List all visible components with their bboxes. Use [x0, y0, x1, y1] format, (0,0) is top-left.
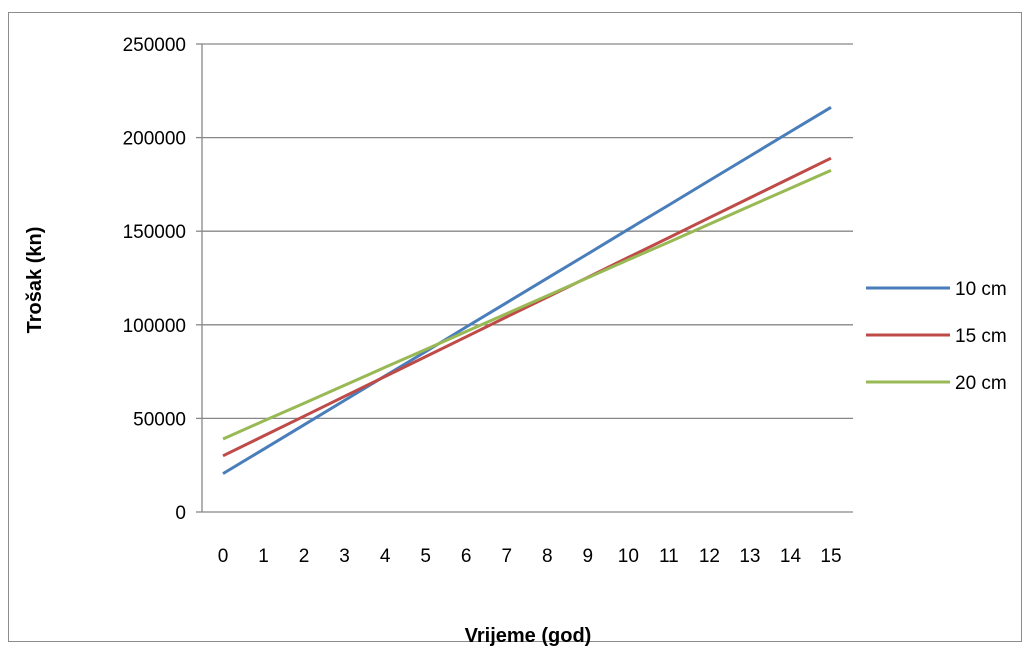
y-tick-label: 150000 — [123, 222, 186, 243]
x-tick-label: 3 — [339, 546, 350, 567]
x-tick-label: 15 — [820, 546, 841, 567]
y-tick-label: 0 — [175, 503, 186, 524]
legend-label: 10 cm — [955, 279, 1007, 300]
chart-frame — [8, 12, 1022, 642]
x-tick-label: 10 — [618, 546, 639, 567]
y-axis: 0 50000 100000 150000 200000 250000 — [123, 35, 203, 524]
y-tick-label: 250000 — [123, 35, 186, 56]
y-tick-label: 50000 — [133, 409, 186, 430]
x-tick-label: 4 — [380, 546, 391, 567]
x-tick-label: 8 — [542, 546, 553, 567]
legend: 10 cm 15 cm 20 cm — [866, 279, 1007, 394]
x-tick-label: 5 — [420, 546, 431, 567]
x-tick-label: 12 — [699, 546, 720, 567]
legend-label: 15 cm — [955, 326, 1007, 347]
x-tick-label: 9 — [583, 546, 594, 567]
y-tick-label: 200000 — [123, 129, 186, 150]
x-tick-label: 11 — [659, 546, 679, 567]
y-tick-label: 100000 — [123, 316, 186, 337]
x-tick-label: 0 — [218, 546, 229, 567]
x-tick-label: 6 — [461, 546, 472, 567]
series-line — [222, 106, 832, 475]
x-tick-label: 14 — [780, 546, 802, 567]
x-axis-title: Vrijeme (god) — [465, 625, 592, 647]
gridlines — [202, 43, 853, 513]
plot-area — [222, 106, 832, 475]
series-line — [222, 169, 832, 441]
x-tick-label: 13 — [739, 546, 760, 567]
legend-label: 20 cm — [955, 373, 1007, 394]
x-tick-label: 2 — [299, 546, 310, 567]
x-axis: 0 1 2 3 4 5 6 7 8 9 10 11 12 13 14 15 — [218, 546, 842, 567]
series-line — [222, 156, 832, 458]
x-tick-label: 7 — [501, 546, 512, 567]
y-axis-title: Trošak (kn) — [24, 227, 46, 334]
x-tick-label: 1 — [258, 546, 269, 567]
